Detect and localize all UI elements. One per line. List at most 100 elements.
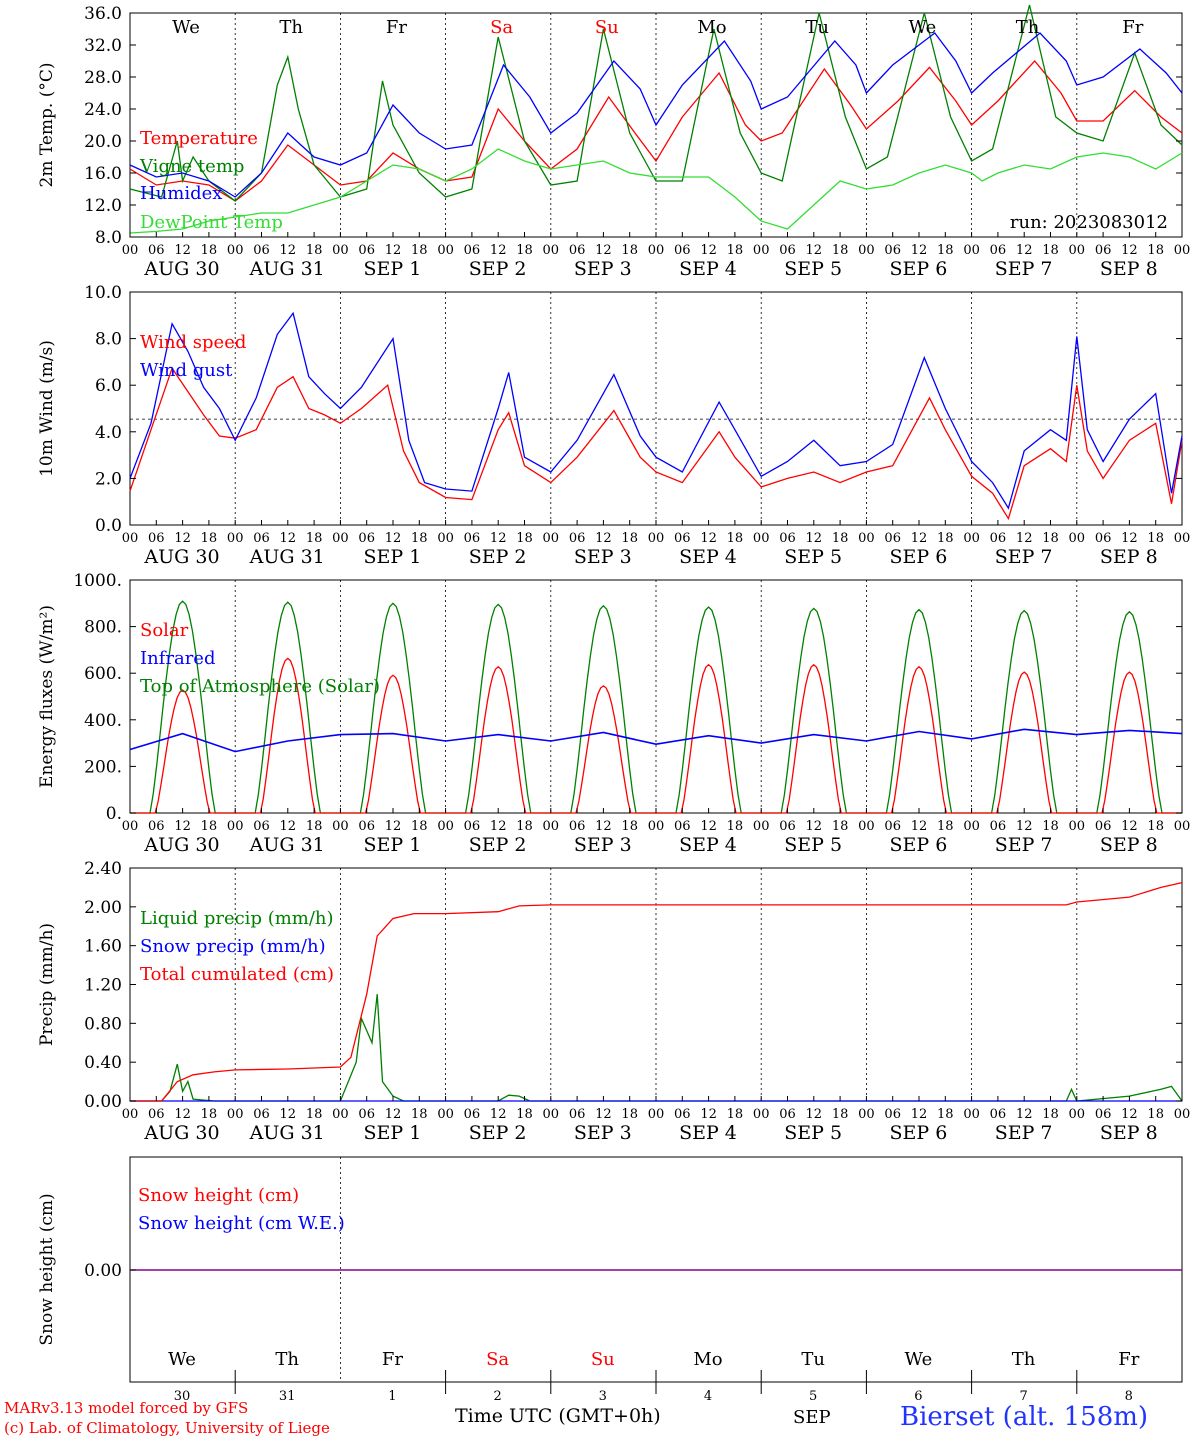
hour-tick-label: 00 bbox=[753, 819, 770, 834]
hour-tick-label: 06 bbox=[148, 531, 165, 546]
hour-tick-label: 12 bbox=[806, 1107, 823, 1122]
hour-tick-label: 00 bbox=[858, 531, 875, 546]
hour-tick-label: 00 bbox=[227, 531, 244, 546]
hour-tick-label: 00 bbox=[437, 819, 454, 834]
hour-tick-label: 18 bbox=[1042, 243, 1059, 258]
hour-tick-label: 18 bbox=[621, 819, 638, 834]
weekday-label: Fr bbox=[1122, 17, 1143, 38]
hour-tick-label: 12 bbox=[385, 1107, 402, 1122]
hour-tick-label: 06 bbox=[1095, 1107, 1112, 1122]
legend-wind-gust: Wind gust bbox=[140, 360, 233, 381]
hour-tick-label: 00 bbox=[332, 1107, 349, 1122]
y-tick-label: 36.0 bbox=[84, 4, 122, 24]
y-axis-label: 10m Wind (m/s) bbox=[37, 340, 57, 477]
hour-tick-label: 12 bbox=[490, 531, 507, 546]
date-label: SEP 2 bbox=[469, 546, 527, 568]
hour-tick-label: 06 bbox=[253, 243, 270, 258]
hour-tick-label: 18 bbox=[621, 1107, 638, 1122]
panel-wind bbox=[129, 291, 1183, 526]
weekday-label: Fr bbox=[1118, 1349, 1139, 1370]
hour-tick-label: 00 bbox=[753, 243, 770, 258]
hour-tick-label: 18 bbox=[1042, 819, 1059, 834]
date-label: SEP 7 bbox=[995, 1122, 1053, 1144]
date-label: SEP 6 bbox=[889, 258, 947, 280]
hour-tick-label: 00 bbox=[648, 819, 665, 834]
hour-tick-label: 00 bbox=[1069, 1107, 1086, 1122]
date-label: SEP 5 bbox=[784, 546, 842, 568]
hour-tick-label: 18 bbox=[306, 243, 323, 258]
hour-tick-label: 00 bbox=[1174, 1107, 1191, 1122]
hour-tick-label: 00 bbox=[332, 531, 349, 546]
hour-tick-label: 18 bbox=[306, 531, 323, 546]
hour-tick-label: 06 bbox=[569, 531, 586, 546]
hour-tick-label: 06 bbox=[884, 243, 901, 258]
date-label: SEP 3 bbox=[574, 546, 632, 568]
hour-tick-label: 12 bbox=[490, 243, 507, 258]
hour-tick-label: 12 bbox=[700, 819, 717, 834]
hour-tick-label: 00 bbox=[227, 1107, 244, 1122]
hour-tick-label: 06 bbox=[464, 819, 481, 834]
weekday-label: Sa bbox=[490, 17, 513, 38]
date-label: SEP 5 bbox=[784, 258, 842, 280]
series-wind-gust bbox=[129, 311, 1183, 510]
y-tick-label: 20.0 bbox=[84, 132, 122, 152]
hour-tick-label: 00 bbox=[122, 243, 139, 258]
y-tick-label: 1000. bbox=[73, 571, 122, 591]
hour-tick-label: 00 bbox=[227, 243, 244, 258]
hour-tick-label: 18 bbox=[727, 1107, 744, 1122]
hour-tick-label: 00 bbox=[963, 819, 980, 834]
y-tick-label: 6.0 bbox=[95, 376, 122, 396]
hour-tick-label: 00 bbox=[963, 531, 980, 546]
legend-top-of-atmosphere-solar-: Top of Atmosphere (Solar) bbox=[140, 676, 380, 697]
weekday-label: We bbox=[909, 17, 937, 38]
hour-tick-label: 18 bbox=[832, 1107, 849, 1122]
hour-tick-label: 12 bbox=[806, 243, 823, 258]
hour-tick-label: 06 bbox=[148, 819, 165, 834]
y-tick-label: 1.60 bbox=[84, 937, 122, 957]
series-humidex bbox=[129, 32, 1183, 198]
day-number-label: 30 bbox=[174, 1389, 191, 1404]
hour-tick-label: 18 bbox=[411, 243, 428, 258]
y-tick-label: 12.0 bbox=[84, 196, 122, 216]
hour-tick-label: 06 bbox=[569, 243, 586, 258]
hour-tick-label: 12 bbox=[490, 1107, 507, 1122]
series-vigne-temp bbox=[129, 4, 1183, 202]
hour-tick-label: 06 bbox=[884, 531, 901, 546]
time-axis-label: Time UTC (GMT+0h) bbox=[455, 1405, 661, 1427]
date-label: SEP 2 bbox=[469, 258, 527, 280]
hour-tick-label: 06 bbox=[1095, 243, 1112, 258]
legend-snow-height-cm-: Snow height (cm) bbox=[138, 1185, 299, 1206]
day-number-label: 2 bbox=[493, 1389, 501, 1404]
hour-tick-label: 18 bbox=[1147, 1107, 1164, 1122]
date-label: AUG 31 bbox=[249, 834, 325, 856]
hour-tick-label: 12 bbox=[174, 243, 191, 258]
date-label: AUG 31 bbox=[249, 1122, 325, 1144]
weekday-label: Mo bbox=[697, 17, 726, 38]
hour-tick-label: 06 bbox=[358, 1107, 375, 1122]
hour-tick-label: 06 bbox=[1095, 819, 1112, 834]
hour-tick-label: 00 bbox=[858, 243, 875, 258]
hour-tick-label: 18 bbox=[621, 243, 638, 258]
hour-tick-label: 06 bbox=[674, 819, 691, 834]
day-number-label: 31 bbox=[279, 1389, 296, 1404]
date-label: AUG 31 bbox=[249, 546, 325, 568]
date-label: AUG 30 bbox=[143, 546, 219, 568]
weekday-label: Th bbox=[1012, 1349, 1036, 1370]
date-label: SEP 4 bbox=[679, 258, 737, 280]
hour-tick-label: 06 bbox=[779, 243, 796, 258]
hour-tick-label: 00 bbox=[437, 531, 454, 546]
hour-tick-label: 06 bbox=[358, 819, 375, 834]
hour-tick-label: 00 bbox=[122, 1107, 139, 1122]
hour-tick-label: 00 bbox=[858, 1107, 875, 1122]
y-tick-label: 0.80 bbox=[84, 1014, 122, 1034]
weekday-label: Fr bbox=[382, 1349, 403, 1370]
hour-tick-label: 18 bbox=[1042, 1107, 1059, 1122]
hour-tick-label: 06 bbox=[674, 531, 691, 546]
hour-tick-label: 18 bbox=[832, 819, 849, 834]
date-label: SEP 1 bbox=[363, 258, 421, 280]
y-tick-label: 200. bbox=[84, 757, 122, 777]
y-tick-label: 2.0 bbox=[95, 469, 122, 489]
date-label: SEP 2 bbox=[469, 834, 527, 856]
hour-tick-label: 12 bbox=[911, 819, 928, 834]
